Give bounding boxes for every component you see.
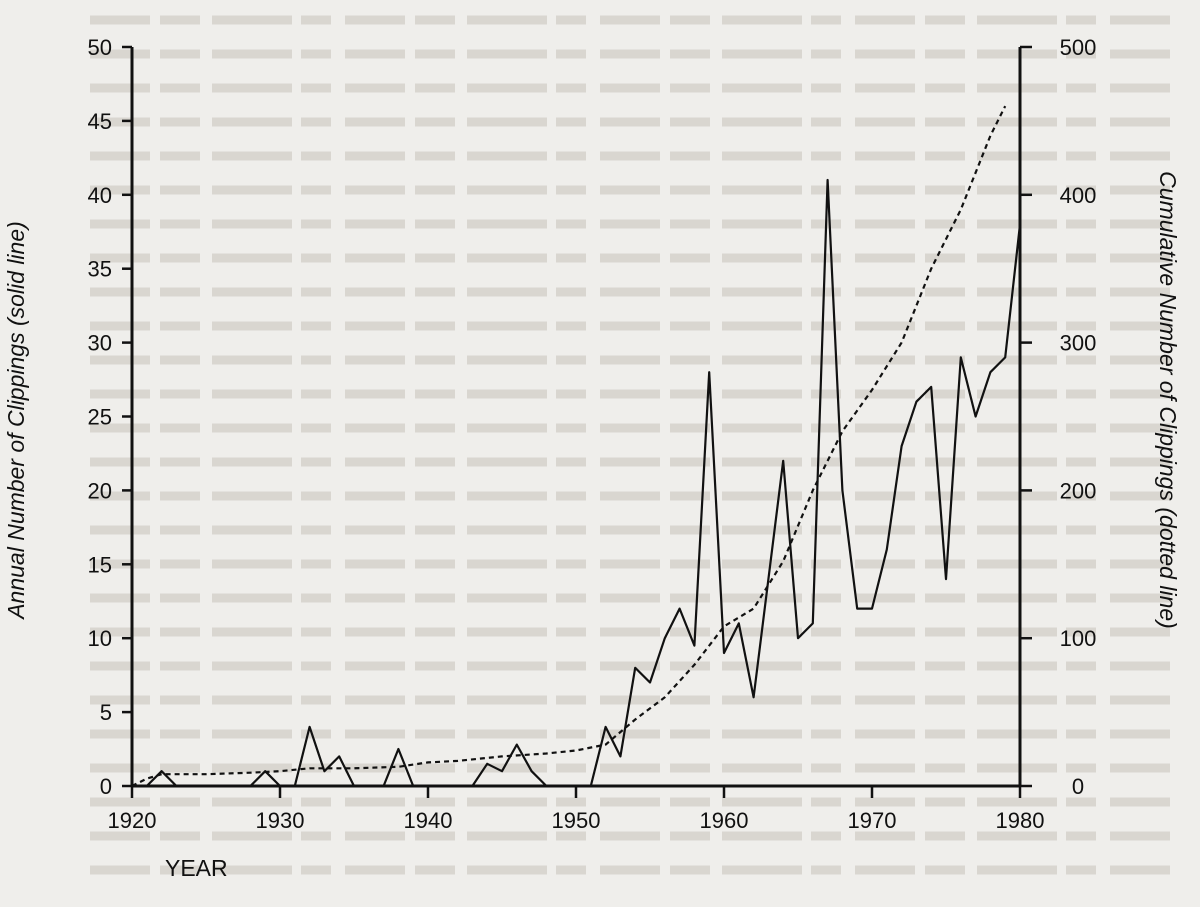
x-tick-label: 1930 <box>256 808 305 833</box>
right-y-tick-label: 300 <box>1060 331 1097 356</box>
background-text <box>90 15 1180 875</box>
x-tick-label: 1920 <box>108 808 157 833</box>
left-y-tick-label: 50 <box>88 35 112 60</box>
series-group <box>131 105 1022 788</box>
x-axis-label: YEAR <box>165 855 228 881</box>
right-y-tick-label: 200 <box>1060 478 1097 503</box>
left-y-tick-label: 20 <box>88 478 112 503</box>
x-ticks: 1920 1930 1940 1950 1960 1970 1980 <box>108 786 1045 833</box>
annual-series-line <box>132 178 1022 788</box>
x-tick-label: 1950 <box>552 808 601 833</box>
left-y-tick-label: 35 <box>88 257 112 282</box>
right-y-tick-label: 100 <box>1060 626 1097 651</box>
right-y-tick-label: 400 <box>1060 183 1097 208</box>
left-y-tick-label: 0 <box>100 774 112 799</box>
left-y-tick-label: 25 <box>88 405 112 430</box>
left-y-tick-label: 30 <box>88 331 112 356</box>
left-y-tick-label: 5 <box>100 700 112 725</box>
left-y-tick-label: 45 <box>88 109 112 134</box>
left-y-axis-label: Annual Number of Clippings (solid line) <box>3 221 29 621</box>
right-y-tick-label: 500 <box>1060 35 1097 60</box>
right-y-axis-label: Cumulative Number of Clippings (dotted l… <box>1155 171 1181 629</box>
left-y-tick-label: 15 <box>88 552 112 577</box>
left-y-ticks: 0 5 10 15 20 25 30 35 40 45 50 <box>88 35 132 799</box>
left-y-tick-label: 10 <box>88 626 112 651</box>
cumulative-series-line <box>131 105 1007 787</box>
left-y-tick-label: 40 <box>88 183 112 208</box>
right-y-tick-label: 0 <box>1072 774 1084 799</box>
x-tick-label: 1960 <box>700 808 749 833</box>
right-y-ticks: 0 100 200 300 400 500 <box>1020 35 1096 799</box>
x-tick-label: 1970 <box>848 808 897 833</box>
x-tick-label: 1940 <box>404 808 453 833</box>
x-tick-label: 1980 <box>996 808 1045 833</box>
